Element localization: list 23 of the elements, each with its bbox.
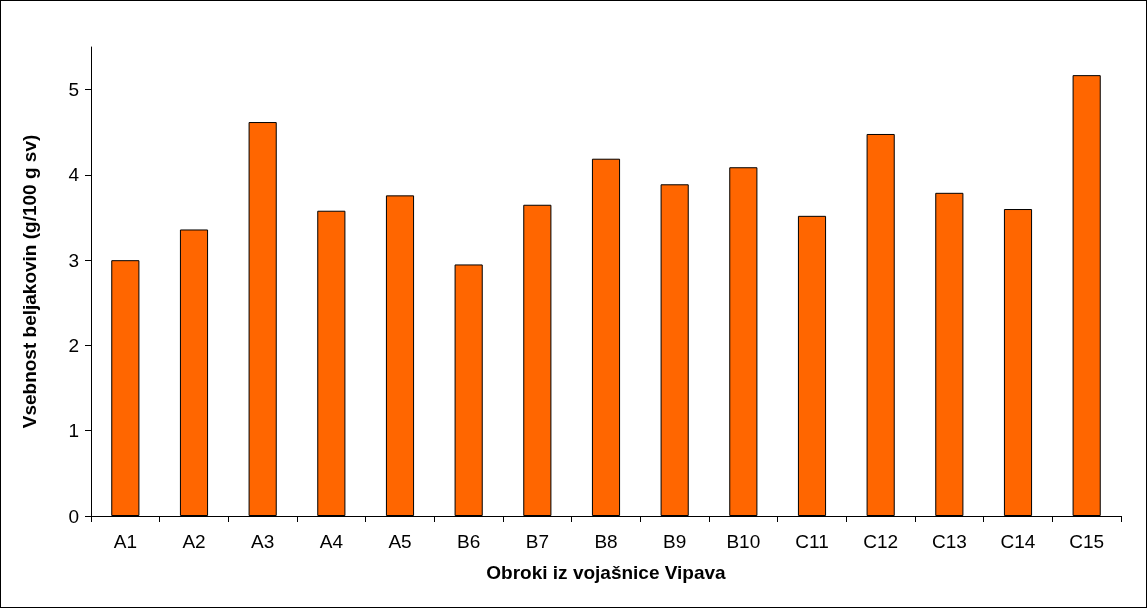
x-tick-label: B9 <box>663 531 687 552</box>
y-tick-label: 0 <box>68 505 79 527</box>
x-tick-label: C11 <box>795 531 829 552</box>
x-tick-label: C12 <box>863 531 899 552</box>
x-tick-label: C15 <box>1069 531 1105 552</box>
y-tick-label: 5 <box>68 79 79 101</box>
x-tick-label: A5 <box>388 531 412 552</box>
x-tick-label: B6 <box>457 531 481 552</box>
x-tick-label: C14 <box>1000 531 1036 552</box>
x-tick-label: B10 <box>726 531 761 552</box>
x-tick-label: A1 <box>113 531 137 552</box>
y-tick-label: 4 <box>68 164 80 186</box>
x-axis-title: Obroki iz vojašnice Vipava <box>486 562 727 583</box>
x-tick-label: A3 <box>251 531 275 552</box>
x-tick-label: B7 <box>525 531 549 552</box>
x-tick-label: A4 <box>319 531 344 552</box>
x-tick-label: C13 <box>931 531 967 552</box>
y-tick-label: 1 <box>68 420 79 442</box>
y-tick-label: 3 <box>68 249 79 271</box>
y-tick-label: 2 <box>68 334 79 356</box>
x-tick-label: B8 <box>594 531 618 552</box>
y-axis-title: Vsebnost beljakovin (g/100 g sv) <box>19 134 40 429</box>
x-tick-label: A2 <box>182 531 206 552</box>
